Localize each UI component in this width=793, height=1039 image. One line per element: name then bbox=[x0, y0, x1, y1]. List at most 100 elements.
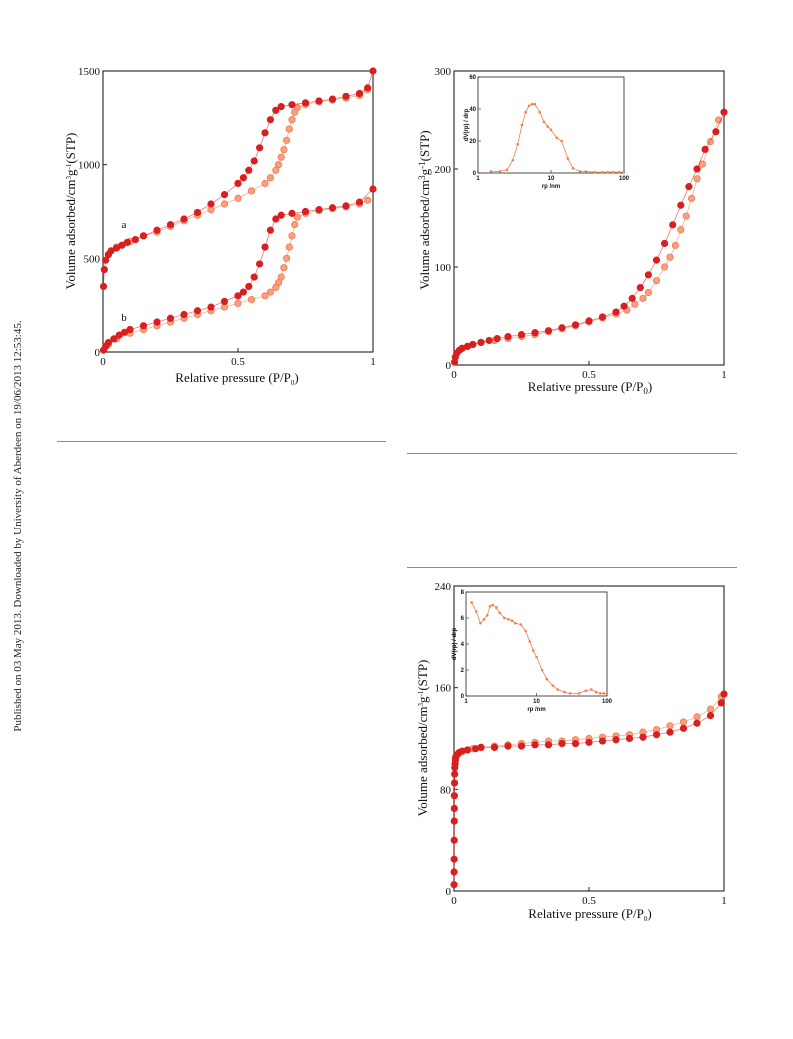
inset-data-point bbox=[538, 110, 541, 114]
inset-data-point bbox=[470, 601, 473, 604]
inset-data-point bbox=[590, 688, 593, 691]
data-point bbox=[644, 271, 653, 279]
inset-x-axis-label: rp /nm bbox=[542, 184, 560, 190]
y-axis-label-part: Volume adsorbed/cm bbox=[63, 180, 78, 290]
data-point bbox=[493, 334, 501, 343]
y-tick-label: 1000 bbox=[78, 160, 101, 172]
data-point bbox=[245, 166, 253, 174]
data-point bbox=[266, 116, 274, 124]
data-point bbox=[220, 191, 229, 199]
data-point bbox=[660, 239, 669, 248]
data-point bbox=[450, 836, 458, 844]
x-axis-label-part: ) bbox=[648, 379, 652, 394]
data-point bbox=[485, 336, 493, 345]
data-point bbox=[342, 92, 350, 100]
data-point bbox=[477, 338, 485, 347]
y-axis-label-sup: 3 bbox=[417, 703, 425, 707]
data-point bbox=[639, 294, 647, 302]
data-point bbox=[450, 817, 458, 825]
data-point bbox=[266, 226, 274, 234]
inset-data-point bbox=[542, 120, 546, 124]
x-axis-label-part: Relative pressure (P/P bbox=[528, 906, 644, 921]
data-point bbox=[234, 299, 242, 307]
data-point bbox=[636, 283, 644, 292]
x-tick-label: 0.5 bbox=[582, 369, 596, 381]
inset-data-point bbox=[594, 690, 598, 694]
data-point bbox=[544, 741, 553, 749]
data-point bbox=[517, 331, 526, 339]
data-point bbox=[631, 300, 639, 308]
data-point bbox=[679, 724, 688, 732]
data-point bbox=[250, 273, 258, 281]
inset-data-point bbox=[527, 104, 531, 108]
y-tick-label: 0 bbox=[446, 360, 452, 372]
inset-data-point bbox=[540, 668, 544, 672]
data-point bbox=[220, 200, 229, 208]
inset-data-point bbox=[593, 170, 597, 174]
y-tick-label: 500 bbox=[84, 253, 101, 265]
data-point bbox=[261, 243, 269, 251]
data-point bbox=[285, 243, 293, 251]
y-axis-label: Volume adsorbed/cm3g-1(STP) bbox=[415, 660, 430, 817]
data-point bbox=[450, 881, 458, 889]
data-point bbox=[207, 303, 215, 311]
x-tick-label: 0 bbox=[100, 356, 106, 368]
data-point bbox=[247, 295, 256, 304]
data-point bbox=[328, 204, 337, 212]
data-point bbox=[679, 718, 688, 726]
y-tick-label: 200 bbox=[435, 164, 452, 176]
inset-data-point bbox=[549, 128, 553, 132]
divider-rule-right-2 bbox=[407, 567, 737, 568]
data-point bbox=[625, 734, 634, 743]
data-point bbox=[677, 226, 685, 234]
inset-y-tick-label: 20 bbox=[469, 139, 476, 145]
series-line bbox=[108, 89, 368, 255]
inset-x-tick-label: 10 bbox=[533, 699, 540, 705]
data-point bbox=[153, 318, 161, 326]
inset-y-tick-label: 60 bbox=[469, 75, 476, 81]
inset-chart: 1 10 100 0 20 40 60 rp /nm dV(rp) / drp bbox=[464, 75, 630, 190]
data-point bbox=[682, 212, 690, 220]
data-point bbox=[285, 125, 293, 133]
inset-data-point bbox=[571, 166, 575, 170]
data-point bbox=[571, 321, 580, 329]
y-tick-label: 160 bbox=[435, 683, 452, 695]
data-point bbox=[166, 221, 175, 229]
inset-data-point bbox=[545, 677, 549, 681]
inset-data-point bbox=[511, 158, 515, 162]
data-point bbox=[450, 779, 459, 787]
data-point bbox=[245, 282, 253, 291]
inset-y-axis-label: dV(rp) / drp bbox=[452, 628, 458, 661]
series-b-adsorption bbox=[99, 185, 377, 354]
x-axis-label: Relative pressure (P/P0) bbox=[528, 906, 651, 923]
data-point bbox=[531, 329, 539, 337]
data-point bbox=[280, 146, 288, 154]
inset-data-point bbox=[568, 692, 572, 695]
data-point bbox=[104, 339, 113, 347]
data-point bbox=[558, 739, 566, 748]
y-axis-label-sup: -1 bbox=[417, 690, 425, 696]
data-point bbox=[234, 179, 242, 187]
inset-data-point bbox=[524, 629, 527, 633]
inset-y-tick-label: 6 bbox=[461, 616, 465, 622]
data-point bbox=[450, 868, 458, 876]
x-tick-label: 0.5 bbox=[582, 895, 596, 907]
data-point bbox=[504, 742, 512, 750]
inset-x-tick-label: 1 bbox=[476, 176, 480, 182]
x-axis-label-part: ) bbox=[294, 370, 298, 385]
y-axis-label-part: g bbox=[417, 168, 432, 175]
data-point bbox=[126, 325, 134, 334]
data-point bbox=[363, 84, 372, 92]
inset-y-axis-label: dV(rp) / drp bbox=[464, 109, 470, 142]
data-point bbox=[369, 67, 377, 75]
curve-label-a: a bbox=[122, 219, 127, 231]
data-point bbox=[293, 213, 301, 221]
data-point bbox=[639, 733, 647, 741]
y-axis-label-part: (STP) bbox=[417, 130, 432, 161]
data-point bbox=[277, 153, 285, 161]
series-a-desorption bbox=[104, 86, 372, 259]
data-point bbox=[255, 260, 264, 268]
inset-data-point bbox=[560, 139, 563, 143]
x-axis-label-sub: 0 bbox=[644, 915, 648, 923]
